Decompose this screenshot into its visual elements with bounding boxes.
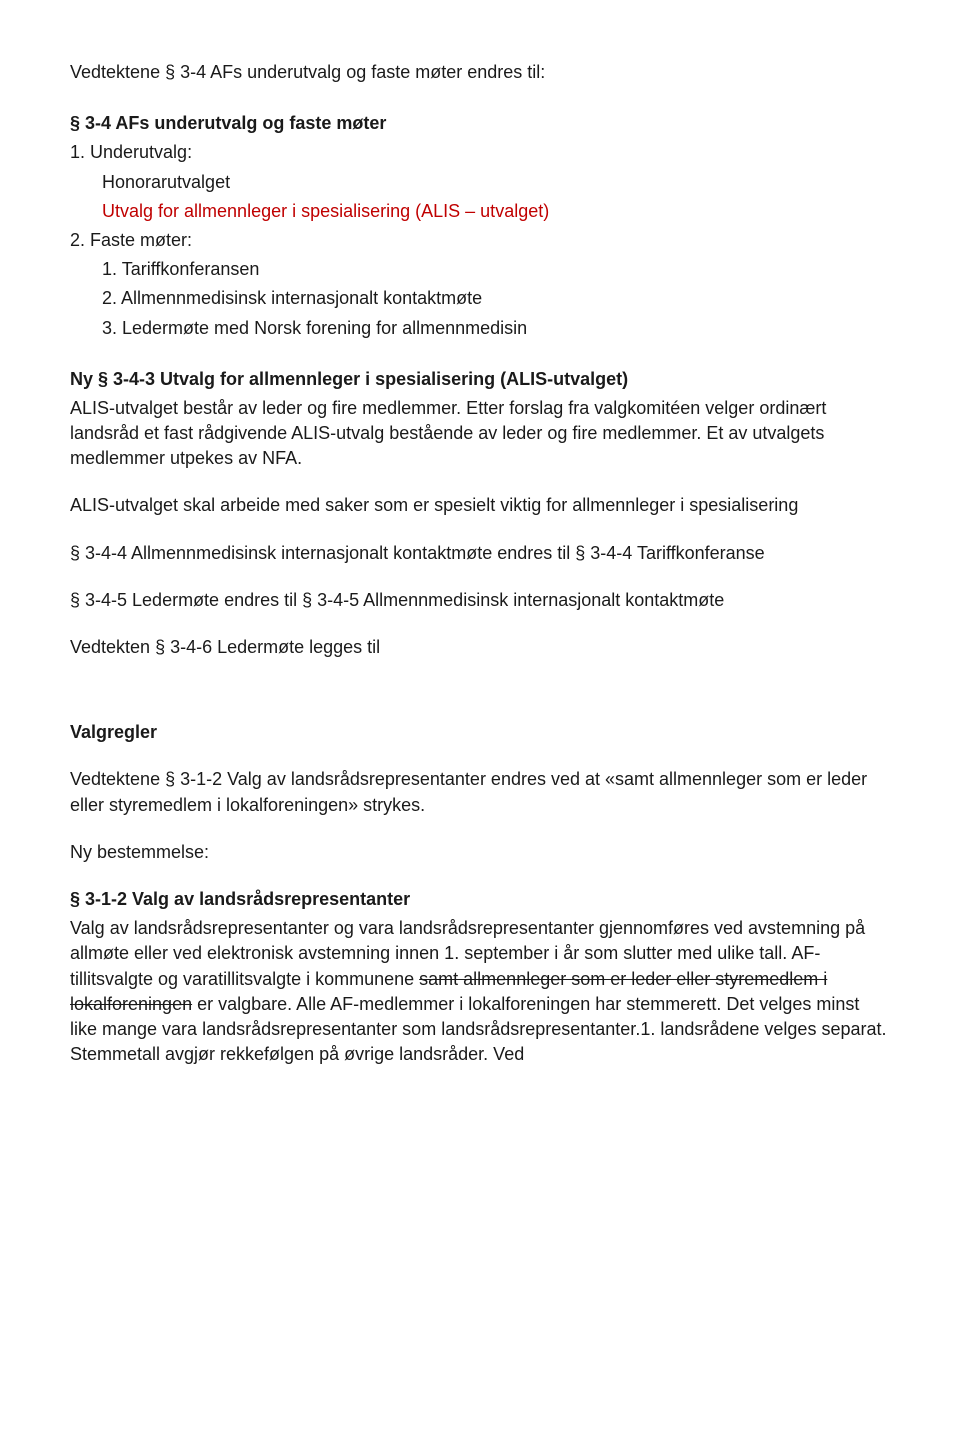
paragraph-3-4-5: § 3-4-5 Ledermøte endres til § 3-4-5 All… — [70, 588, 890, 613]
list-item-2b: 2. Allmennmedisinsk internasjonalt konta… — [102, 286, 890, 311]
paragraph-alis-work: ALIS-utvalget skal arbeide med saker som… — [70, 493, 890, 518]
intro-line: Vedtektene § 3-4 AFs underutvalg og fast… — [70, 60, 890, 85]
valgregler-heading: Valgregler — [70, 720, 890, 745]
list-item-2: 2. Faste møter: — [70, 228, 890, 253]
section-3-4-3-title: Ny § 3-4-3 Utvalg for allmennleger i spe… — [70, 367, 890, 392]
paragraph-3-4-6: Vedtekten § 3-4-6 Ledermøte legges til — [70, 635, 890, 660]
section-3-4-title: § 3-4 AFs underutvalg og faste møter — [70, 111, 890, 136]
paragraph-new-provision: Ny bestemmelse: — [70, 840, 890, 865]
paragraph-alis-desc: ALIS-utvalget består av leder og fire me… — [70, 396, 890, 472]
list-item-1: 1. Underutvalg: — [70, 140, 890, 165]
list-item-2a: 1. Tariffkonferansen — [102, 257, 890, 282]
body-part-b: er valgbare. Alle AF-medlemmer i lokalfo… — [70, 994, 886, 1064]
list-item-2c: 3. Ledermøte med Norsk forening for allm… — [102, 316, 890, 341]
list-item-1b: Utvalg for allmennleger i spesialisering… — [102, 199, 890, 224]
paragraph-3-4-4: § 3-4-4 Allmennmedisinsk internasjonalt … — [70, 541, 890, 566]
list-item-1a: Honorarutvalget — [102, 170, 890, 195]
paragraph-3-1-2-change: Vedtektene § 3-1-2 Valg av landsrådsrepr… — [70, 767, 890, 817]
section-3-1-2-title: § 3-1-2 Valg av landsrådsrepresentanter — [70, 887, 890, 912]
paragraph-3-1-2-body: Valg av landsrådsrepresentanter og vara … — [70, 916, 890, 1067]
